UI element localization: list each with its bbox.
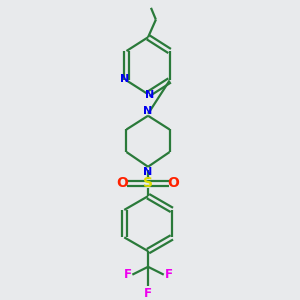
Text: F: F xyxy=(165,268,172,281)
Text: N: N xyxy=(120,74,129,85)
Text: O: O xyxy=(117,176,128,190)
Text: S: S xyxy=(143,176,153,190)
Text: F: F xyxy=(123,268,131,281)
Text: O: O xyxy=(168,176,179,190)
Text: F: F xyxy=(144,287,152,300)
Text: N: N xyxy=(143,167,153,177)
Text: N: N xyxy=(146,90,154,100)
Text: N: N xyxy=(143,106,153,116)
